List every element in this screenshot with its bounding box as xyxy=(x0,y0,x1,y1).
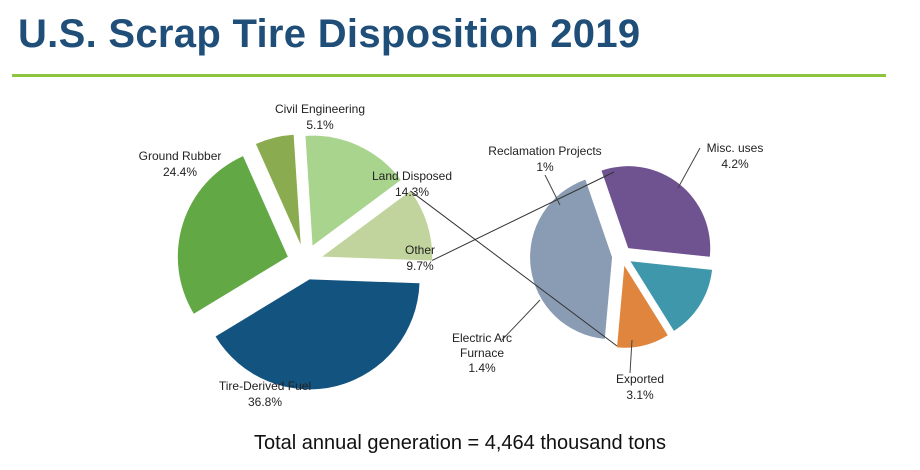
slice-civil-engineering xyxy=(255,134,301,245)
slice-misc-uses xyxy=(530,179,613,339)
slice-label-reclamation-projects: Reclamation Projects 1% xyxy=(488,144,601,174)
slice-label-civil-engineering: Civil Engineering 5.1% xyxy=(275,102,365,132)
slice-ground-rubber xyxy=(177,156,288,314)
slice-label-tire-derived-fuel: Tire-Derived Fuel 36.8% xyxy=(219,379,311,409)
slice-reclamation-projects xyxy=(617,265,668,348)
leader-line-electric-arc xyxy=(501,299,541,341)
main-pie: Tire-Derived Fuel 36.8% Ground Rubber 24.4%… xyxy=(139,102,452,409)
slice-tire-derived-fuel xyxy=(215,279,420,390)
slice-label-misc-uses: Misc. uses 4.2% xyxy=(707,141,764,171)
title-divider xyxy=(12,74,886,77)
connector-line-upper xyxy=(431,171,615,261)
slice-other xyxy=(322,190,433,261)
leader-line-misc xyxy=(677,147,701,189)
leader-line-exported xyxy=(629,339,633,374)
slice-label-exported: Exported 3.1% xyxy=(616,372,664,402)
slice-land-disposed xyxy=(305,135,401,246)
slice-label-ground-rubber: Ground Rubber 24.4% xyxy=(139,149,222,179)
slice-label-electric-arc-furnace: Electric Arc Furnace 1.4% xyxy=(452,331,512,375)
slice-electric-arc-furnace xyxy=(630,261,713,331)
slice-label-other: Other 9.7% xyxy=(405,243,435,273)
secondary-pie: Reclamation Projects 1% Misc. uses 4.2% Expo… xyxy=(452,141,763,402)
slice-exported xyxy=(601,166,711,257)
page-title: U.S. Scrap Tire Disposition 2019 xyxy=(18,12,641,56)
total-generation-note: Total annual generation = 4,464 thousand… xyxy=(254,432,666,454)
connector-line-lower xyxy=(410,190,618,347)
leader-line-reclamation xyxy=(544,174,561,206)
